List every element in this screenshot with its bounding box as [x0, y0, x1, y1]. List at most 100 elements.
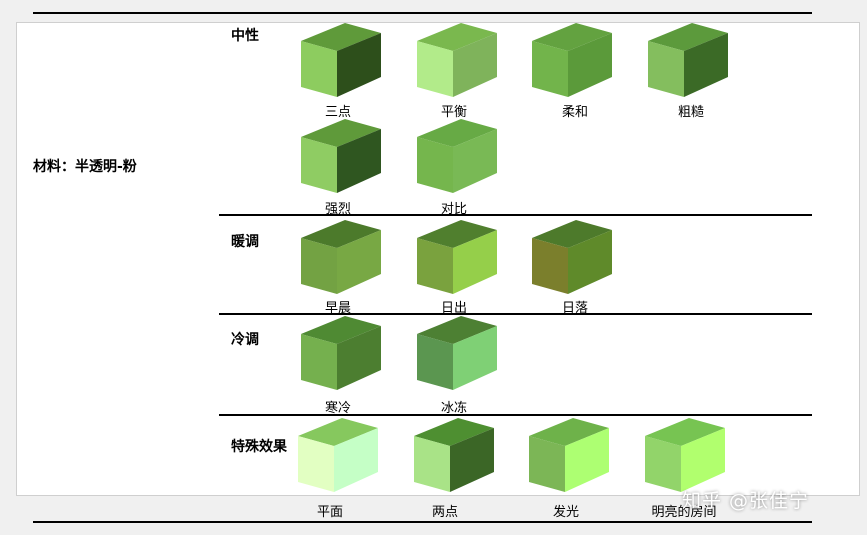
cube-label: 明亮的房间 — [651, 505, 717, 520]
cube-front-face — [301, 334, 337, 390]
cube-label: 日落 — [561, 301, 588, 316]
cube-top-face — [301, 119, 381, 147]
cube-graphic — [417, 119, 497, 193]
cube-side-face — [337, 129, 381, 193]
cube-neutral-balanced — [417, 23, 497, 97]
cube-side-face — [450, 428, 494, 492]
cube-label: 发光 — [552, 505, 579, 520]
cube-label: 对比 — [440, 202, 467, 217]
cube-graphic — [532, 220, 612, 294]
cube-top-face — [532, 23, 612, 51]
cube-neutral-intense — [301, 119, 381, 193]
cube-graphic — [417, 220, 497, 294]
cube-top-face — [301, 23, 381, 51]
cube-label: 寒冷 — [324, 401, 351, 416]
cube-front-face — [298, 436, 334, 492]
cube-graphic — [414, 418, 494, 492]
cube-side-face — [565, 428, 609, 492]
cube-front-face — [301, 238, 337, 294]
cube-label: 粗糙 — [677, 105, 704, 120]
cube-side-face — [568, 230, 612, 294]
cube-top-face — [648, 23, 728, 51]
material-label: 材料：半透明-粉 — [33, 159, 137, 175]
cube-graphic — [532, 23, 612, 97]
cube-front-face — [414, 436, 450, 492]
watermark: 知乎 @张佳宁 — [682, 490, 810, 512]
cube-side-face — [337, 230, 381, 294]
cube-label: 日出 — [440, 301, 467, 316]
cube-side-face — [453, 230, 497, 294]
top-rule — [33, 12, 812, 14]
cube-graphic — [301, 316, 381, 390]
cube-front-face — [645, 436, 681, 492]
cube-top-face — [301, 220, 381, 248]
cube-top-face — [417, 220, 497, 248]
cube-graphic — [417, 23, 497, 97]
cube-cool-frozen — [417, 316, 497, 390]
section-title-cool: 冷调 — [231, 332, 259, 348]
cube-top-face — [298, 418, 378, 446]
cube-front-face — [301, 137, 337, 193]
cube-neutral-three-point — [301, 23, 381, 97]
cube-cool-cold — [301, 316, 381, 390]
section-title-warm: 暖调 — [231, 234, 259, 250]
cube-special-two-point — [414, 418, 494, 492]
cube-graphic — [298, 418, 378, 492]
cube-label: 早晨 — [324, 301, 351, 316]
divider-cool — [219, 313, 812, 315]
cube-top-face — [417, 23, 497, 51]
cube-top-face — [645, 418, 725, 446]
cube-top-face — [417, 119, 497, 147]
cube-label: 三点 — [324, 105, 351, 120]
cube-neutral-rough — [648, 23, 728, 97]
cube-label: 柔和 — [561, 105, 588, 120]
cube-special-glow — [529, 418, 609, 492]
cube-side-face — [568, 33, 612, 97]
cube-label: 冰冻 — [440, 401, 467, 416]
cube-label: 平衡 — [440, 105, 467, 120]
cube-top-face — [417, 316, 497, 344]
cube-top-face — [529, 418, 609, 446]
cube-side-face — [337, 326, 381, 390]
cube-side-face — [453, 326, 497, 390]
cube-front-face — [301, 41, 337, 97]
cube-label: 两点 — [431, 505, 458, 520]
cube-graphic — [417, 316, 497, 390]
cube-special-flat — [298, 418, 378, 492]
cube-neutral-contrast — [417, 119, 497, 193]
cube-front-face — [532, 41, 568, 97]
cube-graphic — [301, 220, 381, 294]
cube-special-bright-room — [645, 418, 725, 492]
cube-front-face — [417, 41, 453, 97]
cube-side-face — [334, 428, 378, 492]
cube-top-face — [414, 418, 494, 446]
divider-warm — [219, 214, 812, 216]
cube-label: 强烈 — [324, 202, 351, 217]
cube-side-face — [337, 33, 381, 97]
cube-front-face — [417, 137, 453, 193]
cube-top-face — [532, 220, 612, 248]
cube-warm-morning — [301, 220, 381, 294]
cube-graphic — [529, 418, 609, 492]
cube-neutral-soft — [532, 23, 612, 97]
cube-side-face — [681, 428, 725, 492]
cube-graphic — [301, 23, 381, 97]
cube-front-face — [417, 238, 453, 294]
cube-warm-sunset — [532, 220, 612, 294]
cube-side-face — [453, 33, 497, 97]
cube-top-face — [301, 316, 381, 344]
cube-graphic — [645, 418, 725, 492]
section-title-special: 特殊效果 — [231, 439, 287, 455]
bottom-rule — [33, 521, 812, 523]
divider-special — [219, 414, 812, 416]
cube-graphic — [301, 119, 381, 193]
section-title-neutral: 中性 — [231, 28, 259, 44]
cube-front-face — [529, 436, 565, 492]
cube-side-face — [684, 33, 728, 97]
cube-warm-sunrise — [417, 220, 497, 294]
cube-front-face — [648, 41, 684, 97]
cube-side-face — [453, 129, 497, 193]
cube-front-face — [532, 238, 568, 294]
cube-front-face — [417, 334, 453, 390]
cube-graphic — [648, 23, 728, 97]
